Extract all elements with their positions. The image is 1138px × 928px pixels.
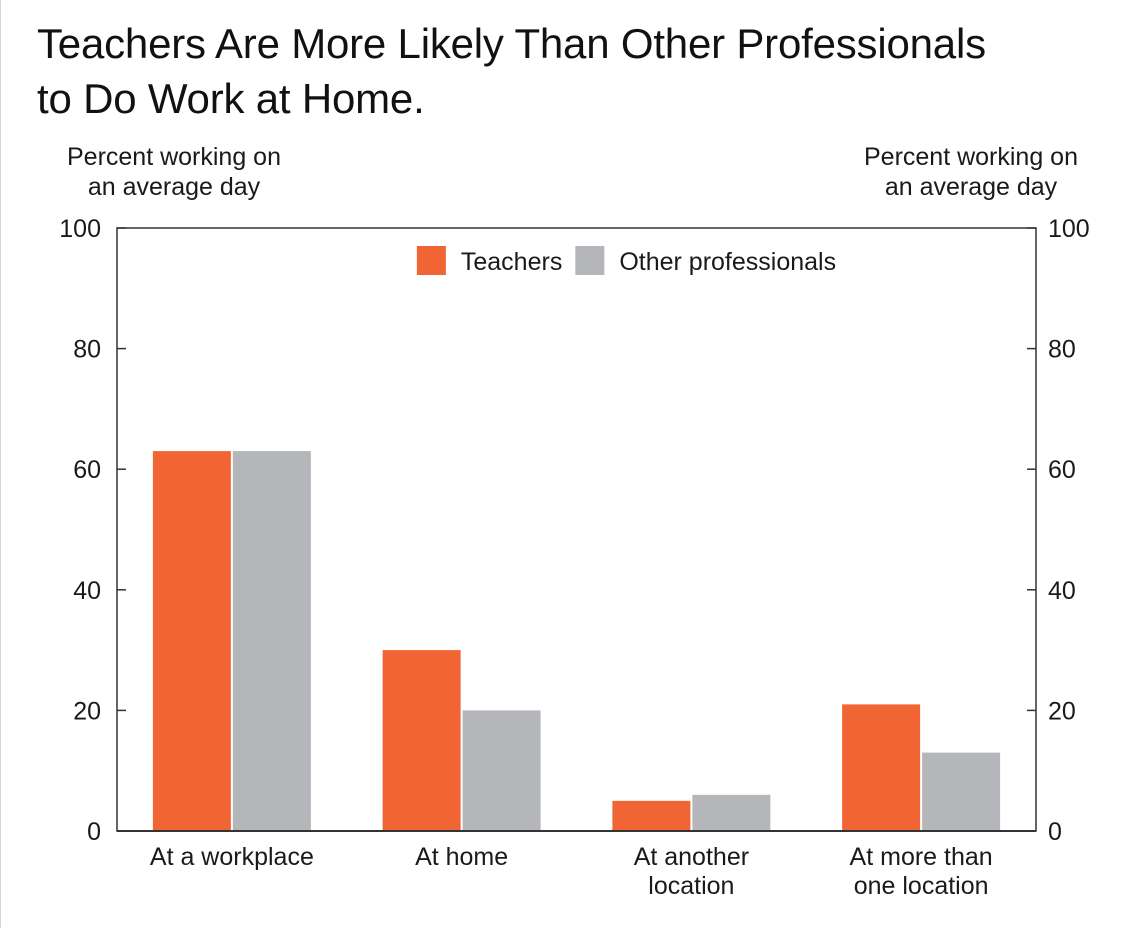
right-tick-label: 80 <box>1048 336 1076 364</box>
left-tick-label: 40 <box>73 577 101 605</box>
chart-title: Teachers Are More Likely Than Other Prof… <box>37 16 1132 126</box>
right-axis-label-line-1: Percent working on <box>864 143 1078 171</box>
bars <box>152 451 1001 831</box>
bar-teachers <box>612 800 691 831</box>
right-tick-label: 0 <box>1048 818 1062 846</box>
chart-title-line-2: to Do Work at Home. <box>37 75 425 122</box>
left-tick-label: 80 <box>73 336 101 364</box>
bar-other-professionals <box>462 710 541 831</box>
category-label: At home <box>415 843 508 871</box>
axis-ticks: 0 0 20 20 40 40 60 60 80 80 100 100 <box>59 215 1089 846</box>
category-label: location <box>648 872 734 900</box>
left-tick-label: 20 <box>73 697 101 725</box>
legend-label-teachers: Teachers <box>461 248 562 276</box>
legend-swatch-teachers <box>416 246 446 275</box>
left-axis-label: Percent working on an average day <box>67 143 281 201</box>
bar-other-professionals <box>232 451 311 831</box>
bar-other-professionals <box>692 794 771 831</box>
right-tick-label: 20 <box>1048 697 1076 725</box>
right-tick-label: 60 <box>1048 456 1076 484</box>
category-label: At more than <box>850 843 993 871</box>
right-axis-label-line-2: an average day <box>885 173 1058 201</box>
left-tick-label: 100 <box>59 215 101 243</box>
legend: Teachers Other professionals <box>416 246 836 276</box>
right-tick-label: 100 <box>1048 215 1090 243</box>
category-label: At another <box>634 843 749 871</box>
category-label: one location <box>854 872 989 900</box>
left-axis-label-line-1: Percent working on <box>67 143 281 171</box>
legend-swatch-other-professionals <box>575 246 605 275</box>
left-axis-label-line-2: an average day <box>88 173 261 201</box>
category-label: At a workplace <box>150 843 314 871</box>
legend-label-other-professionals: Other professionals <box>619 248 836 276</box>
bar-teachers <box>152 451 231 831</box>
right-axis-label: Percent working on an average day <box>864 143 1078 201</box>
right-tick-label: 40 <box>1048 577 1076 605</box>
bar-teachers <box>382 650 461 831</box>
bar-teachers <box>842 704 921 831</box>
bar-other-professionals <box>922 752 1001 831</box>
left-tick-label: 60 <box>73 456 101 484</box>
left-tick-label: 0 <box>87 818 101 846</box>
chart-title-line-1: Teachers Are More Likely Than Other Prof… <box>37 20 986 67</box>
